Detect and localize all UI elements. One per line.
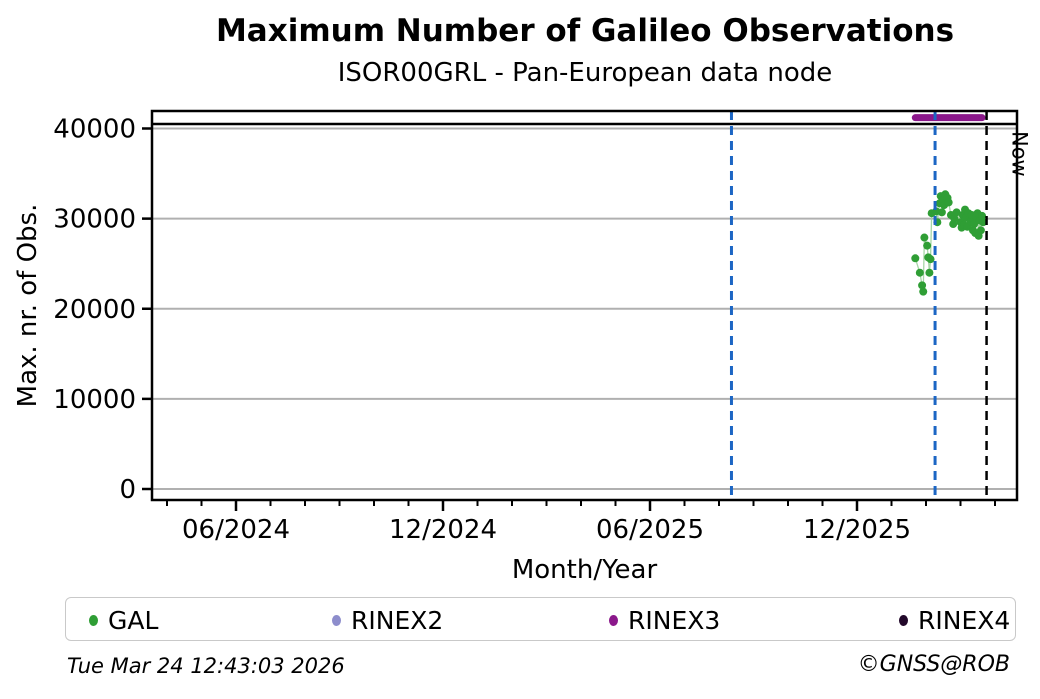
legend: GAL RINEX2 RINEX3 RINEX4 [65, 597, 1016, 641]
legend-item-rinex2: RINEX2 [332, 598, 443, 642]
rinex3-marker-icon [609, 614, 618, 626]
gal-point [926, 255, 935, 264]
x-tick-label: 06/2024 [182, 515, 290, 545]
gal-point [979, 218, 988, 227]
legend-item-rinex3: RINEX3 [609, 598, 720, 642]
gal-point [915, 268, 924, 277]
legend-item-rinex4: RINEX4 [899, 598, 1010, 642]
x-tick-label: 12/2025 [803, 515, 911, 545]
rinex2-marker-icon [332, 614, 341, 626]
gal-point [920, 233, 929, 242]
chart-subtitle: ISOR00GRL - Pan-European data node [337, 58, 833, 88]
legend-label: GAL [108, 605, 159, 635]
y-axis-label: Max. nr. of Obs. [13, 204, 43, 408]
legend-label: RINEX2 [351, 605, 444, 635]
legend-label: RINEX3 [628, 605, 721, 635]
credit-text: ©GNSS@ROB [857, 652, 1010, 677]
gal-point [970, 220, 979, 229]
gal-point [950, 214, 959, 223]
gal-point [923, 241, 932, 250]
gal-point [918, 281, 927, 290]
gal-point [925, 268, 934, 277]
legend-label: RINEX4 [918, 605, 1011, 635]
generated-timestamp: Tue Mar 24 12:43:03 2026 [67, 654, 345, 678]
gal-point [911, 254, 920, 263]
x-tick-label: 06/2025 [596, 515, 704, 545]
gal-marker-icon [89, 614, 98, 626]
gal-point [944, 198, 953, 207]
x-tick-label: 12/2024 [389, 515, 497, 545]
x-axis-label: Month/Year [512, 555, 658, 585]
gal-point [937, 208, 946, 217]
chart-title: Maximum Number of Galileo Observations [215, 13, 955, 49]
gal-point [976, 226, 985, 235]
rinex4-marker-icon [899, 614, 908, 626]
gal-point [919, 287, 928, 296]
y-tick-label: 10000 [53, 385, 136, 415]
y-tick-label: 20000 [53, 295, 136, 325]
y-tick-label: 0 [119, 475, 136, 505]
legend-item-gal: GAL [89, 598, 158, 642]
y-tick-label: 40000 [53, 115, 136, 145]
gal-point [952, 208, 961, 217]
now-label: Now [1008, 131, 1032, 177]
y-tick-label: 30000 [53, 205, 136, 235]
axis-frame [150, 109, 1019, 502]
gal-point [978, 211, 987, 220]
